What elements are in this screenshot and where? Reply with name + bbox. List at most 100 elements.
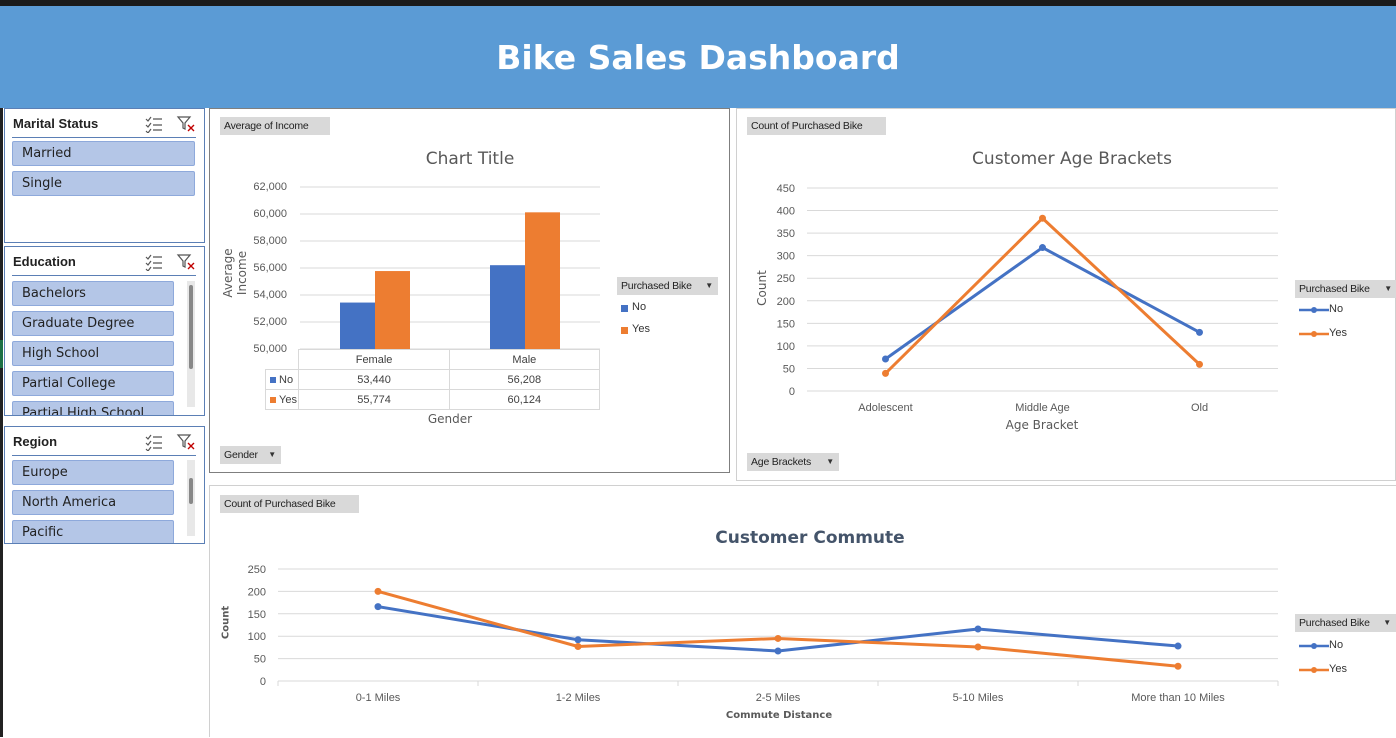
bar-yes [375,271,410,349]
axis-field-label: Age Brackets [751,456,812,468]
legend-line-swatch [1299,307,1329,313]
chart-title: Customer Age Brackets [972,149,1172,169]
series-line-yes [377,589,1179,668]
slicer-marital-status[interactable]: Marital Status Married Single [4,108,205,243]
income-chart-panel[interactable]: Average of Income Chart Title 62,000 60,… [209,108,730,473]
xtick-label: Old [1191,402,1208,414]
active-cell-marker [0,340,3,368]
value-field-button[interactable]: Count of Purchased Bike [747,117,886,135]
clear-filter-icon[interactable] [176,253,196,271]
table-header-cell: Female [298,349,450,370]
series-line-no [377,605,1179,653]
ytick-label: 150 [248,609,266,621]
ytick-label: 58,000 [253,235,287,247]
legend-swatch [621,305,628,312]
table-header-cell: Male [448,349,601,370]
slicer-region[interactable]: Region Europe North America Pacific [4,426,205,544]
table-row-label: Yes [279,393,297,406]
ytick-label: 0 [260,676,266,688]
ytick-label: 100 [777,341,795,353]
ytick-label: 50 [783,363,795,375]
x-axis-label: Age Bracket [1005,418,1079,432]
dropdown-arrow-icon: ▼ [705,281,713,290]
ytick-label: 250 [777,273,795,285]
slicer-item-married[interactable]: Married [12,141,195,166]
age-chart-panel[interactable]: Count of Purchased Bike Customer Age Bra… [736,108,1396,481]
data-point-no [774,647,782,655]
axis-field-label: Gender [224,449,258,461]
legend-field-label: Purchased Bike [1299,617,1370,629]
multi-select-icon[interactable] [144,115,164,133]
slicer-item-partial-high-school[interactable]: Partial High School [12,401,174,415]
xtick-label: More than 10 Miles [1131,692,1225,704]
legend-field-button[interactable]: Purchased Bike ▼ [617,277,718,295]
table-header-row: Female Male [265,349,601,370]
axis-field-button[interactable]: Age Brackets ▼ [747,453,839,471]
commute-line-chart: 0 50 100 150 200 250 0-1 Miles 1-2 Miles 2-5 Mil… [248,564,1279,704]
legend-swatch [621,327,628,334]
ytick-label: 350 [777,228,795,240]
legend-line-swatch [1299,643,1329,649]
slicer-item-single[interactable]: Single [12,171,195,196]
axis-field-button[interactable]: Gender ▼ [220,446,281,464]
scrollbar-thumb[interactable] [189,285,193,369]
ytick-label: 300 [777,251,795,263]
legend-field-label: Purchased Bike [621,280,692,292]
clear-filter-icon[interactable] [176,433,196,451]
xtick-label: 2-5 Miles [756,692,801,704]
data-point-yes [574,643,582,651]
slicer-item-high-school[interactable]: High School [12,341,174,366]
slicer-education[interactable]: Education Bachelors Graduate Degree High… [4,246,205,416]
slicer-scrollbar[interactable] [187,281,195,407]
value-field-button[interactable]: Average of Income [220,117,330,135]
legend-line-swatch [1299,667,1329,673]
slicer-item-graduate-degree[interactable]: Graduate Degree [12,311,174,336]
bar-yes [525,212,560,349]
multi-select-icon[interactable] [144,433,164,451]
dashboard-title: Bike Sales Dashboard [496,37,900,77]
slicer-item-partial-college[interactable]: Partial College [12,371,174,396]
table-cell: 56,208 [448,369,601,390]
slicer-header: Education [12,253,196,276]
slicer-item-bachelors[interactable]: Bachelors [12,281,174,306]
ytick-label: 60,000 [253,208,287,220]
legend-line-swatch [1299,331,1329,337]
slicer-item-pacific[interactable]: Pacific [12,520,174,543]
ytick-label: 0 [789,386,795,398]
slicer-title: Education [13,254,76,269]
bar-no [490,265,525,349]
table-cell: 55,774 [298,389,450,410]
table-row: No 53,440 56,208 [264,369,601,390]
series-line-yes [884,216,1201,375]
clear-filter-icon[interactable] [176,115,196,133]
xtick-label: 0-1 Miles [356,692,401,704]
legend-field-button[interactable]: Purchased Bike ▼ [1295,280,1396,298]
xtick-label: 5-10 Miles [953,692,1004,704]
multi-select-icon[interactable] [144,253,164,271]
table-cell: 60,124 [448,389,601,410]
data-point-yes [374,587,382,595]
ytick-label: 56,000 [253,262,287,274]
legend-label: No [632,301,647,313]
table-cell: 53,440 [298,369,450,390]
data-point-yes [974,643,982,651]
ytick-label: 52,000 [253,316,287,328]
xtick-label: Middle Age [1015,402,1069,414]
commute-chart-panel[interactable]: Count of Purchased Bike Customer Commute… [209,485,1396,737]
value-field-button[interactable]: Count of Purchased Bike [220,495,359,513]
slicer-item-north-america[interactable]: North America [12,490,174,515]
ytick-label: 150 [777,318,795,330]
dropdown-arrow-icon: ▼ [1384,284,1392,293]
slicer-scrollbar[interactable] [187,460,195,536]
data-point-yes [1196,360,1203,368]
legend-field-button[interactable]: Purchased Bike ▼ [1295,614,1396,632]
legend-key-yes [270,396,276,403]
ytick-label: 100 [248,631,266,643]
data-point-yes [1174,662,1182,670]
series-line-no [884,246,1201,361]
chart-title: Chart Title [425,149,515,169]
dropdown-arrow-icon: ▼ [826,457,834,466]
slicer-header: Marital Status [12,115,196,138]
slicer-item-europe[interactable]: Europe [12,460,174,485]
scrollbar-thumb[interactable] [189,478,193,504]
